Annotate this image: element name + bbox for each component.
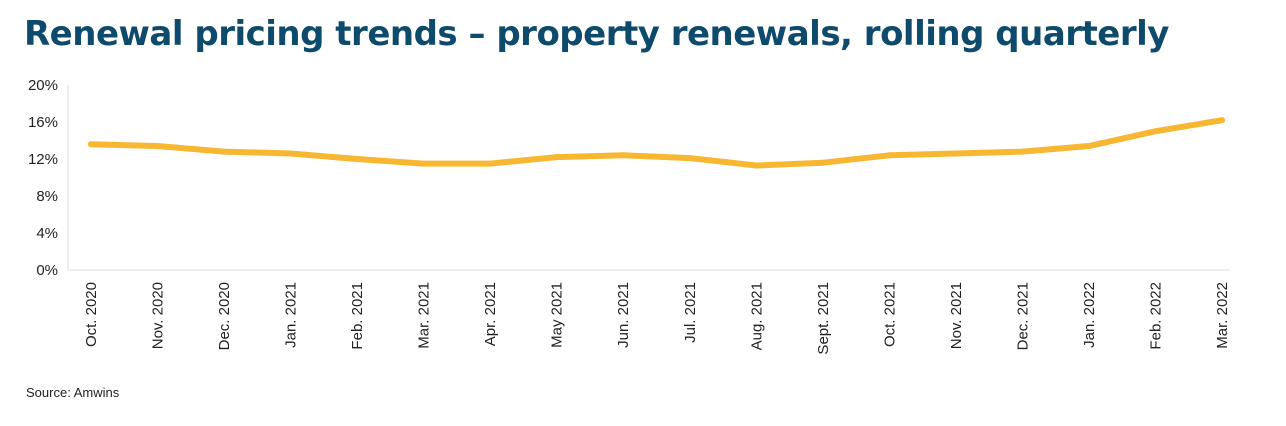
x-axis: Oct. 2020 Nov. 2020 Dec. 2020 Jan. 2021 Feb.… xyxy=(68,269,1231,355)
data-point xyxy=(420,160,427,167)
data-point xyxy=(620,152,627,159)
x-tick-label: Jul. 2021 xyxy=(682,282,699,343)
y-axis: 0% 4% 8% 12% 16% 20% xyxy=(28,77,69,279)
data-point xyxy=(88,141,94,148)
data-point xyxy=(1085,143,1092,150)
x-tick-label: Nov. 2020 xyxy=(150,282,167,349)
data-point xyxy=(1019,148,1026,155)
y-tick-label: 12% xyxy=(28,151,58,168)
data-point xyxy=(221,148,228,155)
series-line xyxy=(88,117,1225,169)
data-point xyxy=(1152,128,1159,135)
source-note: Source: Amwins xyxy=(26,385,120,400)
data-point xyxy=(886,152,893,159)
data-point xyxy=(952,150,959,157)
y-tick-label: 8% xyxy=(36,188,58,205)
x-tick-label: Apr. 2021 xyxy=(482,282,499,346)
x-tick-label: Dec. 2020 xyxy=(216,282,233,350)
y-tick-label: 16% xyxy=(28,114,58,131)
data-point xyxy=(553,154,560,161)
data-point xyxy=(154,143,161,150)
x-tick-label: Jan. 2022 xyxy=(1081,282,1098,348)
data-point xyxy=(753,162,760,169)
x-tick-label: Mar. 2021 xyxy=(416,282,433,349)
x-tick-label: Jan. 2021 xyxy=(283,282,300,348)
y-tick-label: 0% xyxy=(36,262,58,279)
data-point xyxy=(686,155,693,162)
plot-area xyxy=(88,117,1225,169)
x-tick-label: Feb. 2022 xyxy=(1147,282,1164,350)
x-tick-label: Feb. 2021 xyxy=(349,282,366,350)
x-tick-label: Jun. 2021 xyxy=(615,282,632,348)
data-point xyxy=(1219,117,1225,124)
x-tick-label: Nov. 2021 xyxy=(948,282,965,349)
x-tick-label: May 2021 xyxy=(549,282,566,348)
y-tick-label: 4% xyxy=(36,225,58,242)
x-tick-label: Oct. 2020 xyxy=(83,282,100,347)
data-point xyxy=(354,156,361,162)
x-tick-label: Mar. 2022 xyxy=(1214,282,1231,349)
x-tick-label: Oct. 2021 xyxy=(881,282,898,347)
y-tick-label: 20% xyxy=(28,77,58,94)
chart-title: Renewal pricing trends – property renewa… xyxy=(24,14,1169,54)
data-point xyxy=(287,150,294,157)
data-point xyxy=(819,159,826,166)
x-tick-label: Aug. 2021 xyxy=(748,282,765,350)
x-tick-label: Dec. 2021 xyxy=(1014,282,1031,350)
x-tick-label: Sept. 2021 xyxy=(815,282,832,355)
data-point xyxy=(487,160,494,167)
